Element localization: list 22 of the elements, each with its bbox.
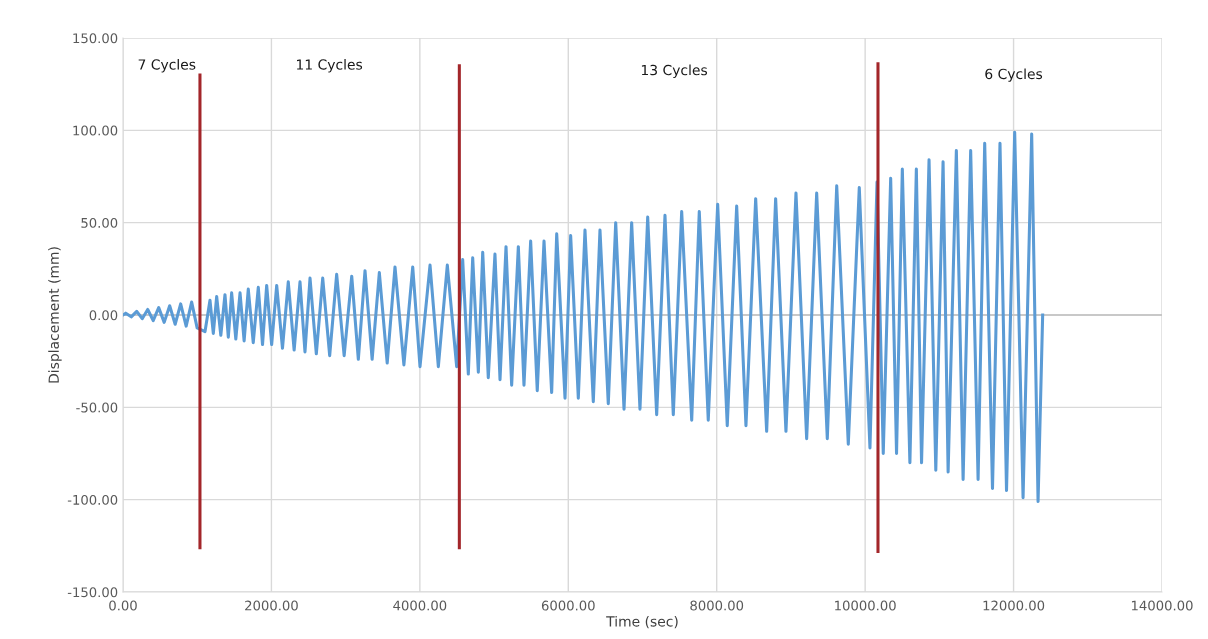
x-tick-label: 14000.00 xyxy=(1131,600,1193,611)
annotation: 7 Cycles xyxy=(138,58,196,73)
y-tick-label: 150.00 xyxy=(73,33,118,44)
x-tick-label: 6000.00 xyxy=(541,600,595,611)
annotation: 13 Cycles xyxy=(641,64,708,78)
y-tick-label: 0.00 xyxy=(89,310,118,321)
y-tick-label: -150.00 xyxy=(67,587,118,598)
x-tick-label: 2000.00 xyxy=(245,600,298,611)
x-tick-label: 4000.00 xyxy=(393,600,447,611)
x-tick-label: 12000.00 xyxy=(983,600,1045,611)
annotation: 6 Cycles xyxy=(985,68,1043,82)
annotation: 11 Cycles xyxy=(297,58,363,73)
y-tick-label: -50.00 xyxy=(76,402,118,413)
y-tick-label: 50.00 xyxy=(81,217,118,228)
y-axis-title: Displacement (mm) xyxy=(48,247,62,383)
x-tick-label: 8000.00 xyxy=(690,600,744,611)
y-tick-label: -100.00 xyxy=(67,494,118,505)
x-tick-label: 10000.00 xyxy=(835,600,896,611)
y-tick-label: 100.00 xyxy=(73,125,118,136)
x-axis-title: Time (sec) xyxy=(606,615,678,629)
line-series xyxy=(123,130,1045,504)
x-tick-label: 0.00 xyxy=(109,600,137,611)
